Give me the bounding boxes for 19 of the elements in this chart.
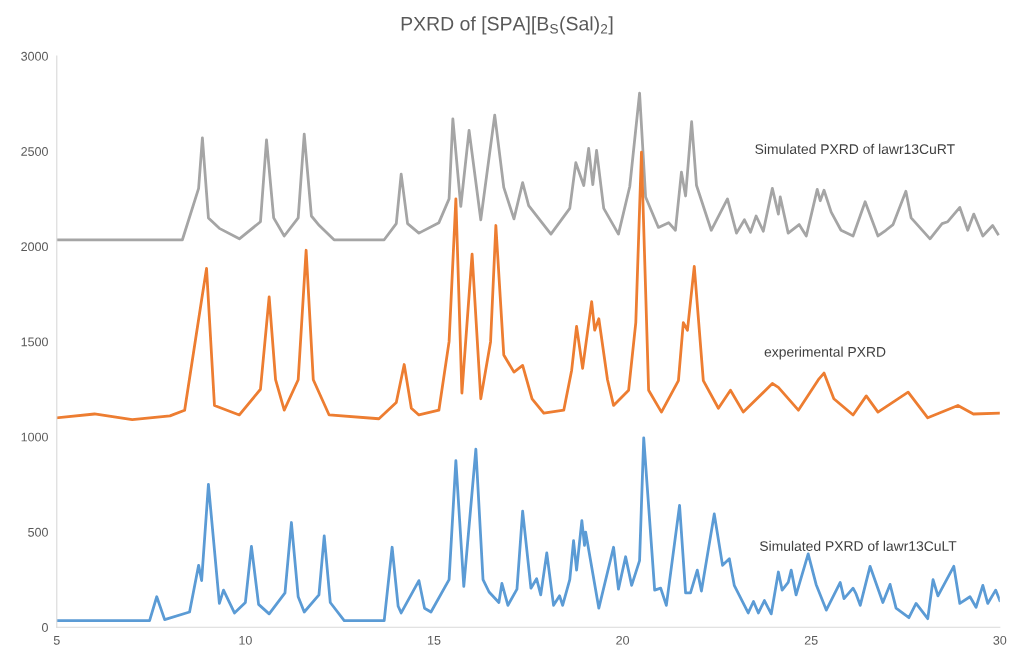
y-tick-label: 2500 [21,147,48,156]
y-tick-label: 1500 [21,337,48,347]
y-tick-label: 3000 [21,51,48,61]
y-tick-label: 1000 [21,432,48,442]
y-tick-label: 500 [28,527,48,537]
x-tick-label: 5 [53,636,60,645]
series-label: experimental PXRD [764,346,886,360]
series-label: Simulated PXRD of lawr13CuLT [759,540,957,551]
x-tick-label: 25 [804,635,818,645]
line-series [56,91,1000,242]
x-tick-label: 30 [993,635,1007,645]
x-tick-label: 10 [239,635,252,645]
x-tick-label: 20 [616,635,630,645]
y-tick-label: 2000 [21,242,48,252]
text: Simulated PXRD of lawr13CuRT [755,143,955,155]
chart-title: PXRD of [SPA][B$_{S}$(Sal)$_{2}$] [401,16,613,35]
y-tick-label: 0 [41,623,48,632]
line-series [56,436,1000,622]
x-tick-label: 15 [427,636,441,645]
